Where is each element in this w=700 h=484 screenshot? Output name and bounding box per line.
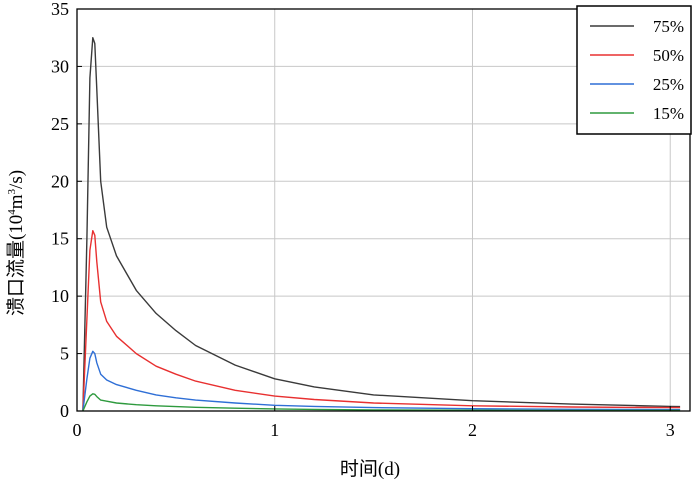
x-tick-label-3: 3: [666, 420, 675, 440]
axes: [76, 8, 691, 412]
y-tick-label-4: 20: [51, 171, 69, 191]
series-line-25pct: [82, 350, 681, 412]
series-line-15pct: [82, 393, 681, 412]
y-tick-label-1: 5: [60, 344, 69, 364]
y-tick-label-6: 30: [51, 56, 69, 76]
y-axis-title: 溃口流量(104m3/s): [5, 170, 27, 316]
series-lines: [82, 37, 681, 412]
y-tick-label-2: 10: [51, 286, 69, 306]
legend-label-1: 50%: [653, 46, 684, 65]
x-tick-label-2: 2: [468, 420, 477, 440]
x-tick-label-1: 1: [270, 420, 279, 440]
legend: 75% 50% 25% 15%: [576, 5, 692, 135]
x-tick-label-0: 0: [73, 420, 82, 440]
y-tick-label-3: 15: [51, 229, 69, 249]
y-axis-title-end: /s): [6, 170, 27, 189]
y-tick-label-0: 0: [60, 401, 69, 421]
y-axis-title-sup3: 3: [6, 188, 18, 194]
y-axis-title-sup4: 4: [6, 209, 18, 215]
y-tick-label-5: 25: [51, 114, 69, 134]
plot-frame: [76, 8, 691, 412]
series-line-50pct: [82, 230, 681, 412]
legend-label-2: 25%: [653, 75, 684, 94]
legend-label-3: 15%: [653, 104, 684, 123]
series-line-75pct: [82, 37, 681, 412]
y-axis-title-main: 溃口流量(10: [5, 215, 27, 316]
legend-label-0: 75%: [653, 17, 684, 36]
y-tick-label-7: 35: [51, 0, 69, 19]
y-axis-title-mid: m: [6, 194, 27, 209]
x-axis-title: 时间(d): [340, 458, 400, 480]
